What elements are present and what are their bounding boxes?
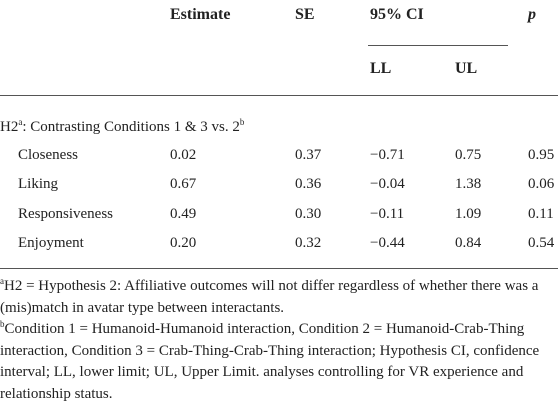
header-ci: 95% CI (370, 6, 424, 23)
row-label: Liking (18, 176, 58, 193)
section-label: H2 (0, 119, 19, 135)
cell: 0.67 (170, 176, 197, 193)
cell: 0.36 (295, 176, 322, 193)
cell: 0.02 (170, 147, 197, 163)
cell: 0.54 (528, 234, 555, 251)
cell: 0.95 (528, 147, 555, 163)
cell: −0.11 (370, 205, 405, 222)
row-label: Responsiveness (18, 205, 113, 222)
cell: −0.71 (370, 147, 405, 163)
cell: 1.38 (455, 176, 482, 193)
section-text: : Contrasting Conditions 1 & 3 vs. 2 (22, 119, 240, 135)
cell: 0.20 (170, 234, 197, 251)
footnote-text: H2 = Hypothesis 2: Affiliative outcomes … (0, 278, 539, 316)
header-se: SE (295, 6, 315, 23)
ci-rule (368, 45, 508, 46)
footnote-mark: b (0, 319, 5, 329)
cell: 0.84 (455, 234, 482, 251)
section-sup: b (239, 117, 245, 127)
cell: 0.11 (528, 205, 554, 222)
footnote: bCondition 1 = Humanoid-Humanoid interac… (0, 319, 552, 405)
footnote-mark: a (0, 276, 4, 286)
cell: 0.06 (528, 176, 555, 193)
bottom-rule (0, 268, 558, 269)
header-p: p (528, 6, 536, 23)
cell: 1.09 (455, 205, 482, 222)
row-label: Enjoyment (18, 234, 84, 251)
header-ll: LL (370, 60, 392, 77)
cell: 0.49 (170, 205, 197, 222)
cell: −0.44 (370, 234, 405, 251)
footnotes: aH2 = Hypothesis 2: Affiliative outcomes… (0, 276, 552, 405)
cell: 0.75 (455, 147, 482, 163)
header-ul: UL (455, 60, 478, 77)
cell: 0.30 (295, 205, 322, 222)
row-label: Closeness (18, 147, 78, 163)
section-row: H2a: Contrasting Conditions 1 & 3 vs. 2b (0, 118, 244, 136)
header-rule (0, 95, 558, 96)
footnote: aH2 = Hypothesis 2: Affiliative outcomes… (0, 276, 552, 319)
cell: 0.37 (295, 147, 322, 163)
cell: 0.32 (295, 234, 322, 251)
header-estimate: Estimate (170, 6, 231, 23)
section-sup: a (18, 117, 23, 127)
cell: −0.04 (370, 176, 405, 193)
footnote-text: Condition 1 = Humanoid-Humanoid interact… (0, 321, 540, 402)
